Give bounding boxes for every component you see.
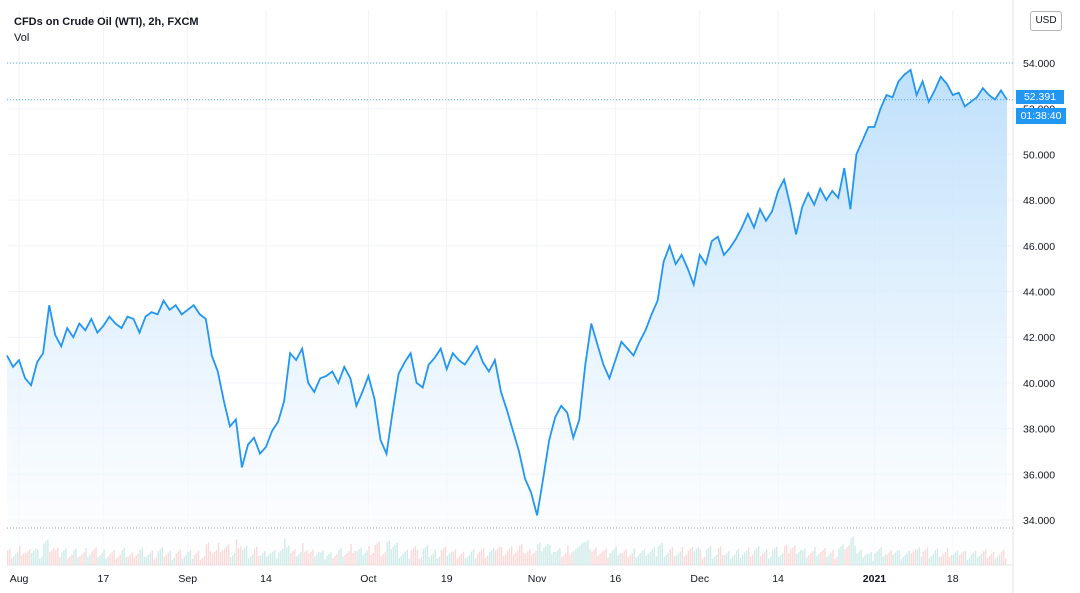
x-tick-label: 18	[947, 573, 959, 585]
y-tick-label: 40.000	[1023, 378, 1055, 390]
y-tick-label: 48.000	[1023, 195, 1055, 207]
x-tick-label: Sep	[178, 573, 197, 585]
x-tick-label: Aug	[10, 573, 29, 585]
currency-button[interactable]: USD	[1030, 11, 1062, 31]
x-axis[interactable]: Aug 17 Sep 14 Oct 19 Nov 16 Dec 14 2021 18	[10, 573, 959, 585]
x-tick-label: 14	[260, 573, 272, 585]
y-tick-label: 34.000	[1023, 515, 1055, 527]
x-tick-label: 2021	[863, 573, 887, 585]
chart-title: CFDs on Crude Oil (WTI), 2h, FXCM	[14, 16, 199, 28]
y-tick-label: 54.000	[1023, 58, 1055, 70]
y-tick-label: 36.000	[1023, 469, 1055, 481]
y-tick-label: 46.000	[1023, 241, 1055, 253]
last-price-badge: 52.391	[1016, 90, 1064, 104]
y-tick-label: 38.000	[1023, 424, 1055, 436]
x-tick-label: Nov	[528, 573, 547, 585]
y-tick-label: 42.000	[1023, 332, 1055, 344]
y-tick-label: 44.000	[1023, 287, 1055, 299]
y-axis[interactable]: 54.00052.00050.00048.00046.00044.00042.0…	[1023, 58, 1055, 527]
x-tick-label: 19	[441, 573, 453, 585]
price-area	[7, 69, 1007, 566]
x-tick-label: 14	[772, 573, 784, 585]
x-tick-label: Oct	[360, 573, 376, 585]
x-tick-label: 16	[610, 573, 622, 585]
price-line	[6, 68, 1008, 516]
x-tick-label: Dec	[690, 573, 709, 585]
x-tick-label: 17	[98, 573, 110, 585]
volume-label: Vol	[14, 32, 30, 44]
bar-countdown-badge: 01:38:40	[1016, 108, 1066, 124]
y-tick-label: 50.000	[1023, 149, 1055, 161]
